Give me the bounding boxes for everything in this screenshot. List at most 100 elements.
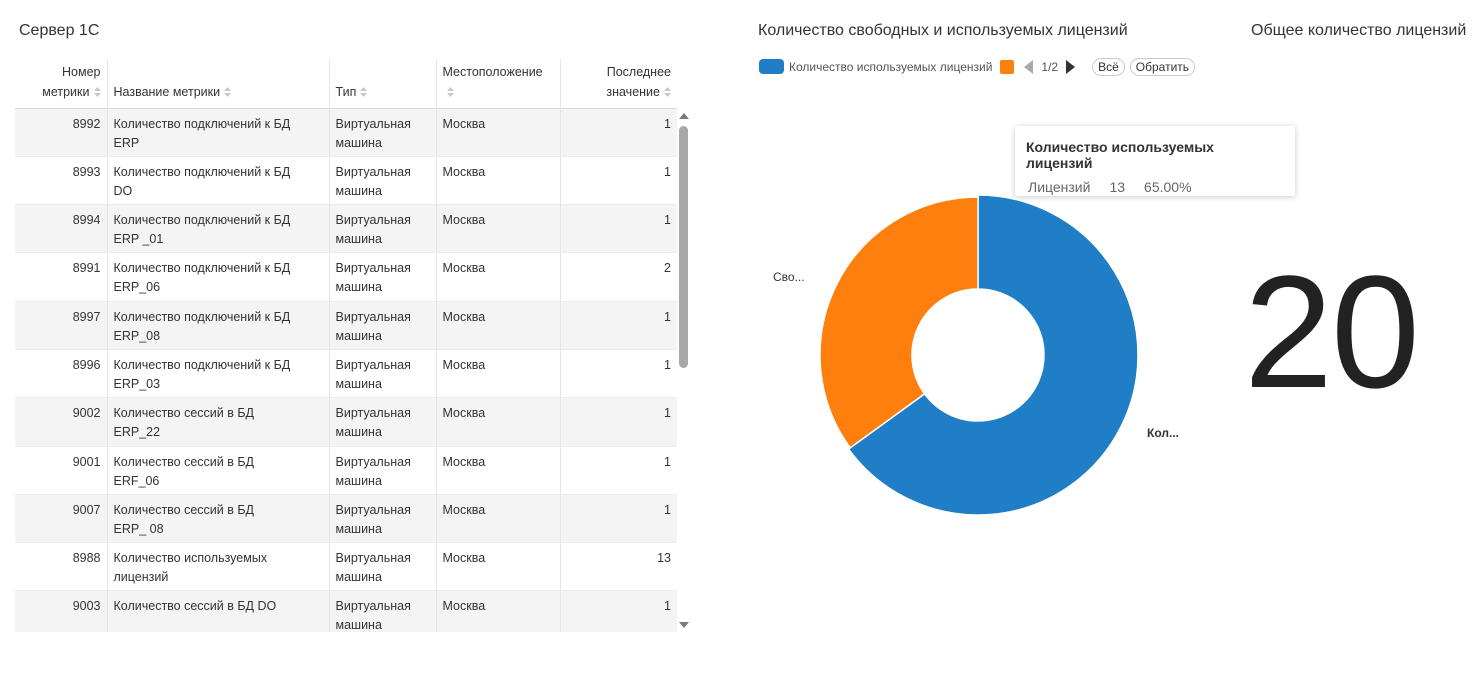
cell-metric-number: 9007 [15, 493, 108, 543]
cell-last-value-text: 13 [657, 551, 671, 566]
table-row[interactable]: 8988 Количество используемых лицензий Вирт… [15, 542, 677, 591]
cell-type: Виртуальная машина [329, 397, 437, 447]
table-header-row: Номер метрики Название метрики Тип Место… [15, 59, 677, 108]
sort-icon[interactable] [664, 86, 671, 97]
cell-metric-number-text: 8996 [72, 357, 101, 372]
legend-next-icon[interactable] [1066, 59, 1076, 74]
scroll-up-arrow-icon[interactable] [679, 113, 689, 119]
cell-type-text: Виртуальная [335, 406, 411, 421]
column-header-label: Название метрики [113, 84, 221, 99]
cell-last-value-text: 1 [664, 213, 671, 228]
cell-metric-name-text: ERP_06 [113, 280, 161, 295]
cell-location-text: Москва [442, 213, 486, 228]
column-header-metric-name[interactable]: Название метрики [107, 59, 330, 108]
cell-type: Виртуальная машина [329, 348, 437, 398]
table-row[interactable]: 8993 Количество подключений к БД DO Виртуал… [15, 155, 677, 205]
scrollbar-thumb[interactable] [679, 126, 688, 368]
sort-icon[interactable] [93, 86, 101, 97]
cell-metric-name-text: Количество сессий в БД DO [113, 599, 277, 614]
cell-type: Виртуальная машина [329, 252, 437, 302]
table-row[interactable]: 9007 Количество сессий в БД ERP_ 08 Виртуал… [15, 493, 677, 543]
cell-location-text: Москва [442, 406, 486, 421]
cell-metric-number: 8996 [15, 348, 108, 398]
legend-select-all-button[interactable]: Всё [1092, 57, 1125, 76]
column-header-metric-number[interactable]: Номер метрики [15, 59, 108, 108]
cell-metric-number: 9003 [15, 590, 108, 632]
cell-metric-name: Количество используемых лицензий [107, 542, 330, 591]
cell-location-text: Москва [442, 551, 486, 566]
table-row[interactable]: 8992 Количество подключений к БД ERP Виртуа… [15, 107, 677, 157]
scroll-down-arrow-icon[interactable] [679, 622, 689, 628]
cell-location: Москва [436, 542, 561, 591]
cell-metric-name: Количество подключений к БД DO [107, 155, 330, 205]
cell-metric-name: Количество подключений к БД ERP [107, 107, 330, 157]
tooltip-title: Количество используемых лицензий [1026, 139, 1214, 171]
cell-last-value-text: 1 [664, 357, 671, 372]
sort-icon[interactable] [446, 86, 454, 97]
table-row[interactable]: 8991 Количество подключений к БД ERP_06 Вир… [15, 252, 677, 302]
cell-location: Москва [436, 155, 561, 205]
cell-type-text: машина [335, 135, 382, 150]
cell-type-text: машина [335, 280, 382, 295]
legend-pager: 1/2 [1024, 59, 1076, 74]
tooltip-percent: 65.00% [1144, 179, 1192, 195]
cell-last-value-text: 2 [664, 261, 671, 276]
legend-prev-icon[interactable] [1024, 59, 1034, 74]
slice-label-used: Кол... [1147, 426, 1179, 440]
table-row[interactable]: 8997 Количество подключений к БД ERP_08 Вир… [15, 300, 677, 350]
cell-metric-name-text: ERP_08 [113, 328, 161, 343]
chart-tooltip: Количество используемых лицензий Лицензи… [1015, 126, 1295, 196]
legend-item-used[interactable]: Количество используемых лицензий [759, 59, 992, 74]
cell-type: Виртуальная машина [329, 590, 437, 632]
sort-icon[interactable] [224, 86, 232, 97]
cell-type: Виртуальная машина [329, 493, 437, 543]
cell-metric-name: Количество подключений к БД ERP_08 [107, 300, 330, 350]
donut-slice-free[interactable] [819, 196, 979, 449]
table-row[interactable]: 9003 Количество сессий в БД DO Виртуальная… [15, 590, 677, 632]
cell-metric-name-text: ERP_22 [113, 425, 161, 440]
column-header-last-value[interactable]: Последнее значение [560, 59, 677, 108]
table-row[interactable]: 9001 Количество сессий в БД ERF_06 Виртуаль… [15, 445, 677, 495]
table-scrollbar[interactable] [677, 110, 691, 632]
cell-type-text: Виртуальная [335, 454, 411, 469]
cell-location: Москва [436, 107, 561, 157]
legend-item-free[interactable] [1000, 59, 1015, 74]
cell-metric-name-text: Количество подключений к БД [113, 213, 291, 228]
donut-slice-used[interactable] [847, 194, 1139, 516]
cell-location: Москва [436, 590, 561, 632]
cell-type-text: машина [335, 425, 382, 440]
cell-metric-name-text: Количество используемых лицензий [113, 551, 268, 585]
cell-metric-number: 8988 [15, 542, 108, 591]
cell-last-value: 1 [560, 445, 677, 495]
table-row[interactable]: 9002 Количество сессий в БД ERP_22 Виртуаль… [15, 397, 677, 447]
cell-metric-number-text: 8994 [72, 213, 101, 228]
cell-metric-number-text: 9003 [72, 599, 101, 614]
cell-location-text: Москва [442, 309, 486, 324]
cell-metric-name-text: ERP _01 [113, 232, 164, 247]
cell-type-text: машина [335, 521, 382, 536]
column-header-location[interactable]: Местоположение [436, 59, 561, 108]
cell-metric-number: 8994 [15, 204, 108, 253]
cell-metric-name-text: Количество подключений к БД [113, 261, 291, 276]
column-header-label: метрики [42, 84, 90, 99]
cell-type: Виртуальная машина [329, 204, 437, 253]
cell-metric-name: Количество подключений к БД ERP_03 [107, 348, 330, 398]
cell-last-value-text: 1 [664, 116, 671, 131]
cell-location: Москва [436, 397, 561, 447]
cell-type-text: Виртуальная [335, 309, 411, 324]
legend-page-indicator: 1/2 [1041, 59, 1059, 74]
cell-metric-number-text: 9002 [72, 406, 101, 421]
cell-metric-name-text: Количество сессий в БД [113, 454, 255, 469]
tooltip-value: 13 [1109, 179, 1126, 195]
cell-last-value-text: 1 [664, 309, 671, 324]
cell-type-text: машина [335, 473, 382, 488]
cell-location: Москва [436, 348, 561, 398]
table-row[interactable]: 8996 Количество подключений к БД ERP_03 Вир… [15, 348, 677, 398]
column-header-type[interactable]: Тип [329, 59, 437, 108]
cell-type-text: машина [335, 232, 382, 247]
sort-icon[interactable] [360, 86, 368, 97]
legend-invert-button[interactable]: Обратить [1129, 57, 1196, 76]
cell-metric-name: Количество сессий в БД ERF_06 [107, 445, 330, 495]
cell-metric-name-text: Количество сессий в БД [113, 502, 255, 517]
table-row[interactable]: 8994 Количество подключений к БД ERP _01 Ви… [15, 204, 677, 253]
